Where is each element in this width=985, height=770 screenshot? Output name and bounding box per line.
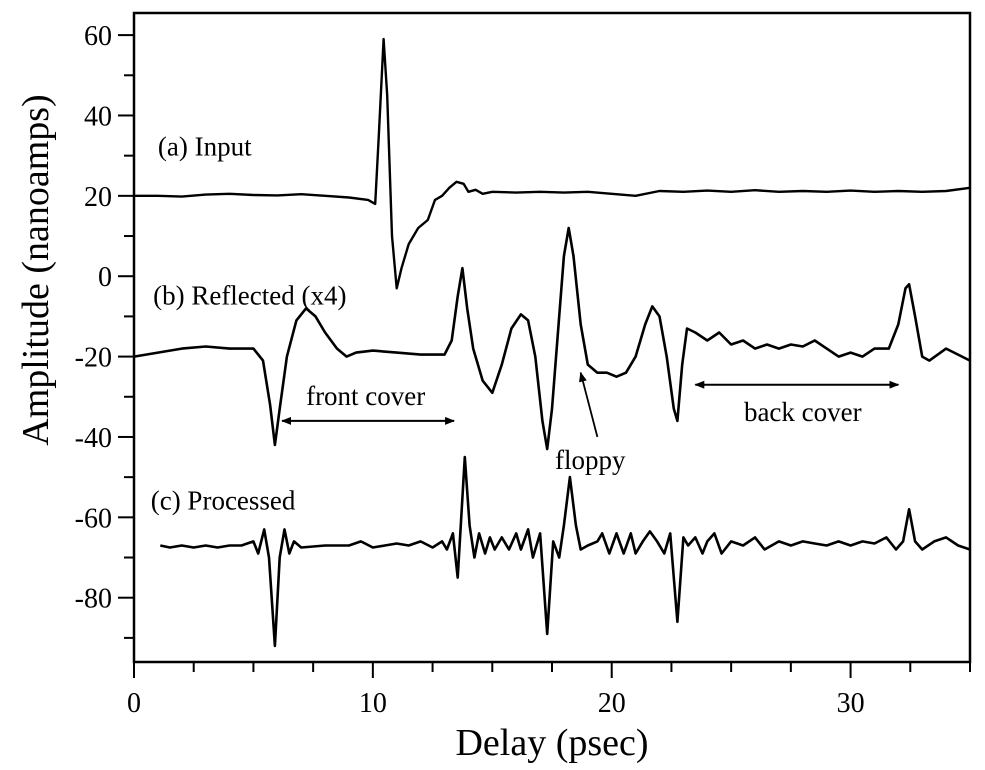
series-group <box>133 37 971 648</box>
y-tick-label: -40 <box>75 423 112 454</box>
pointer-arrow <box>579 371 599 438</box>
x-tick-label: 0 <box>127 688 141 719</box>
y-tick-label: -80 <box>75 584 112 615</box>
x-tick-label: 30 <box>837 688 865 719</box>
axes: 0 10 20 30 60 40 20 0 -20 -40 -60 -80 <box>75 11 972 719</box>
y-tick-label: 60 <box>84 21 112 52</box>
y-tick-label: 40 <box>84 101 112 132</box>
annotation-label: floppy <box>555 445 626 475</box>
x-tick-label: 20 <box>598 688 626 719</box>
annotation-label: (b) Reflected (x4) <box>153 280 346 310</box>
series-line-processed <box>160 455 971 648</box>
y-tick-label: 20 <box>84 182 112 213</box>
x-tick-label: 10 <box>359 688 387 719</box>
annotation-label: (c) Processed <box>151 485 296 515</box>
x-axis-label: Delay (psec) <box>455 722 648 764</box>
annotation-label: back cover <box>744 397 862 427</box>
annotation-label: front cover <box>306 381 425 411</box>
series-line-reflected <box>133 226 971 451</box>
series-line-input <box>134 37 971 290</box>
y-tick-label: -60 <box>75 503 112 534</box>
annotation-label: (a) Input <box>158 132 252 162</box>
y-axis-label: Amplitude (nanoamps) <box>15 94 57 445</box>
annotations: (a) Input (b) Reflected (x4) front cover fl… <box>151 132 900 515</box>
y-tick-label: 0 <box>98 262 112 293</box>
y-tick-label: -20 <box>75 343 112 374</box>
